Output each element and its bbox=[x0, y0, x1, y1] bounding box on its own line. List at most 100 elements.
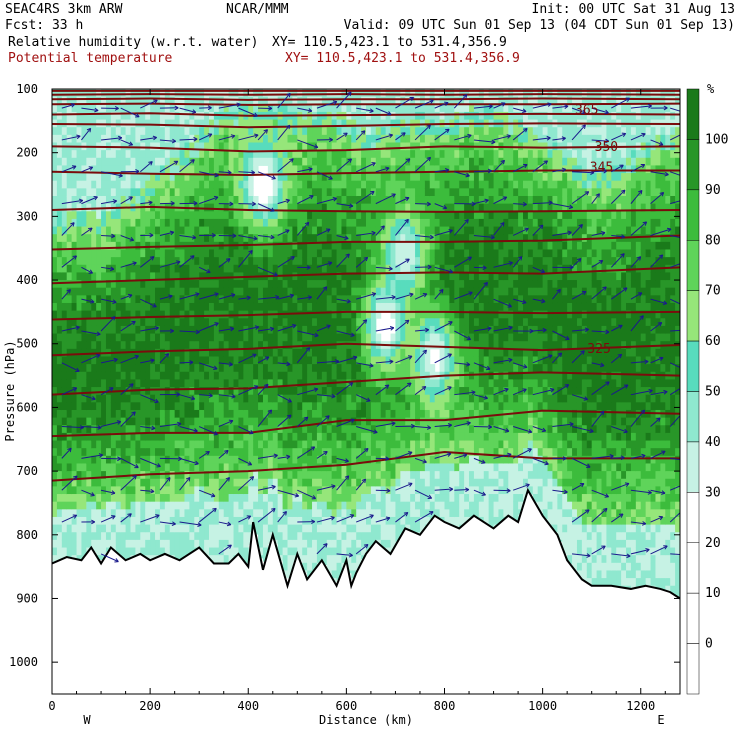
rh-cell bbox=[429, 333, 436, 342]
rh-cell bbox=[282, 211, 288, 220]
rh-cell bbox=[395, 264, 401, 273]
rh-cell bbox=[410, 364, 416, 373]
rh-cell bbox=[410, 516, 416, 526]
rh-cell bbox=[370, 501, 377, 510]
rh-cell bbox=[395, 226, 401, 235]
rh-cell bbox=[292, 142, 298, 151]
rh-cell bbox=[223, 134, 230, 143]
rh-cell bbox=[204, 524, 210, 533]
rh-cell bbox=[267, 394, 274, 403]
rh-cell bbox=[375, 532, 382, 541]
rh-cell bbox=[91, 341, 97, 350]
rh-cell bbox=[366, 455, 372, 464]
rh-cell bbox=[351, 440, 357, 449]
rh-cell bbox=[267, 471, 274, 480]
rh-cell bbox=[312, 356, 318, 365]
rh-cell bbox=[312, 234, 318, 243]
rh-cell bbox=[209, 104, 215, 113]
rh-cell bbox=[390, 295, 396, 304]
rh-cell bbox=[135, 501, 141, 510]
rh-cell bbox=[380, 516, 387, 526]
rh-cell bbox=[307, 150, 313, 159]
rh-cell bbox=[96, 173, 102, 182]
rh-cell bbox=[66, 325, 73, 335]
rh-cell bbox=[238, 188, 244, 197]
rh-cell bbox=[375, 203, 382, 212]
rh-cell bbox=[361, 379, 367, 388]
rh-cell bbox=[130, 111, 136, 121]
rh-cell bbox=[439, 188, 445, 197]
rh-cell bbox=[272, 440, 279, 449]
rh-cell bbox=[223, 425, 230, 434]
rh-cell bbox=[356, 119, 362, 128]
rh-cell bbox=[174, 195, 181, 205]
rh-cell bbox=[375, 218, 382, 228]
rh-cell bbox=[76, 333, 82, 342]
rh-cell bbox=[243, 203, 249, 212]
rh-cell bbox=[439, 302, 445, 312]
rh-cell bbox=[150, 448, 156, 457]
rh-cell bbox=[375, 402, 382, 411]
rh-cell bbox=[105, 455, 112, 464]
rh-cell bbox=[346, 188, 352, 197]
rh-cell bbox=[120, 356, 127, 365]
rh-cell bbox=[267, 165, 274, 174]
rh-cell bbox=[164, 173, 171, 182]
rh-cell bbox=[56, 257, 63, 266]
rh-cell bbox=[351, 409, 357, 419]
rh-cell bbox=[174, 249, 181, 258]
rh-cell bbox=[424, 295, 431, 304]
rh-cell bbox=[366, 448, 372, 457]
rh-cell bbox=[341, 165, 347, 174]
rh-cell bbox=[218, 249, 225, 258]
rh-cell bbox=[223, 394, 230, 403]
rh-cell bbox=[375, 157, 382, 166]
rh-cell bbox=[439, 478, 445, 487]
rh-cell bbox=[56, 478, 63, 487]
rh-cell bbox=[366, 417, 372, 426]
rh-cell bbox=[336, 501, 342, 510]
rh-cell bbox=[277, 379, 284, 388]
rh-cell bbox=[321, 302, 328, 312]
rh-cell bbox=[316, 287, 323, 296]
rh-cell bbox=[400, 104, 406, 113]
rh-cell bbox=[223, 264, 230, 273]
rh-cell bbox=[209, 455, 215, 464]
rh-cell bbox=[86, 524, 92, 533]
rh-cell bbox=[140, 387, 146, 396]
rh-cell bbox=[331, 494, 338, 503]
rh-cell bbox=[419, 402, 426, 411]
rh-cell bbox=[405, 134, 411, 143]
rh-cell bbox=[76, 448, 82, 457]
rh-cell bbox=[105, 188, 112, 197]
rh-cell bbox=[321, 333, 328, 342]
rh-cell bbox=[316, 165, 323, 174]
rh-cell bbox=[341, 318, 347, 327]
rh-cell bbox=[71, 341, 78, 350]
rh-cell bbox=[292, 341, 298, 350]
rh-cell bbox=[400, 96, 406, 105]
rh-cell bbox=[351, 211, 357, 220]
rh-cell bbox=[110, 417, 117, 426]
rh-cell bbox=[351, 157, 357, 166]
rh-cell bbox=[228, 234, 235, 243]
rh-cell bbox=[439, 333, 445, 342]
rh-cell bbox=[361, 249, 367, 258]
rh-cell bbox=[390, 417, 396, 426]
rh-cell bbox=[81, 371, 87, 380]
rh-cell bbox=[316, 257, 323, 266]
rh-cell bbox=[159, 119, 166, 128]
rh-cell bbox=[174, 371, 181, 380]
rh-cell bbox=[96, 409, 102, 419]
rh-cell bbox=[366, 524, 372, 533]
rh-cell bbox=[135, 394, 141, 403]
rh-cell bbox=[449, 257, 455, 266]
rh-cell bbox=[302, 249, 308, 258]
rh-cell bbox=[385, 501, 392, 510]
rh-cell bbox=[209, 165, 215, 174]
rh-cell bbox=[424, 257, 431, 266]
rh-cell bbox=[105, 486, 112, 495]
rh-cell bbox=[184, 119, 190, 128]
rh-cell bbox=[282, 524, 288, 533]
rh-cell bbox=[71, 402, 78, 411]
